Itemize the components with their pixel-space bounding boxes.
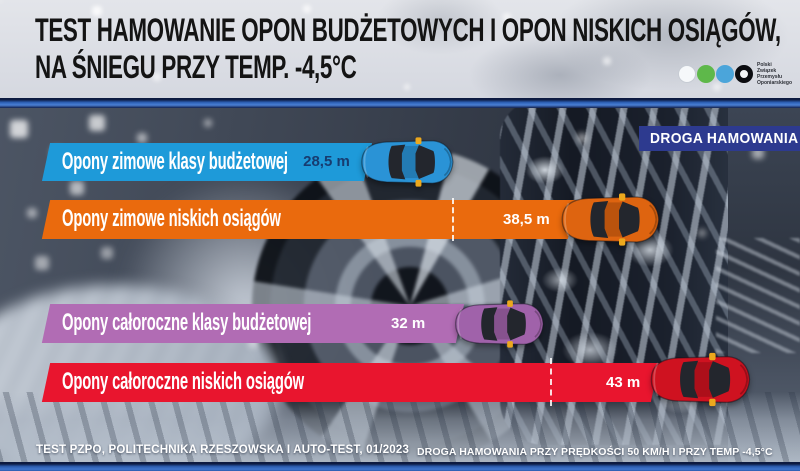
car-icon-orange — [556, 192, 664, 247]
footer-condition-text: DROGA HAMOWANIA PRZY PRĘDKOŚCI 50 KM/H I… — [417, 446, 773, 458]
bar-value: 43 m — [605, 373, 641, 391]
logo-text-line: Przemysłu — [757, 74, 783, 80]
bar-winter-low-performance: Opony zimowe niskich osiągów 38,5 m — [41, 200, 577, 239]
title-line-2: NA ŚNIEGU PRZY TEMP. -4,5°C — [35, 49, 357, 86]
snowflake-dots — [0, 0, 2, 2]
bar-allseason-low-performance: Opony całoroczne niskich osiągów 43 m — [41, 363, 660, 402]
distance-marker-dashed-line — [550, 358, 552, 406]
bar-label: Opony całoroczne klasy budżetowej — [62, 309, 312, 337]
bar-value: 28,5 m — [303, 153, 351, 170]
logo-circle-white-icon — [678, 65, 696, 83]
footer-source-text: TEST PZPO, POLITECHNIKA RZESZOWSKA I AUT… — [36, 444, 410, 456]
bar-label: Opony całoroczne niskich osiągów — [62, 368, 304, 396]
background-snow-tracks — [716, 238, 800, 353]
page-title: TEST HAMOWANIE OPON BUDŻETOWYCH I OPON N… — [35, 12, 800, 87]
legend-badge-droga-hamowania: DROGA HAMOWANIA — [639, 126, 800, 151]
logo-text-line: Oponiarskiego — [757, 80, 793, 86]
logo-circle-green-icon — [697, 65, 715, 83]
bar-label: Opony zimowe niskich osiągów — [62, 205, 281, 233]
distance-marker-dashed-line — [452, 198, 454, 241]
bar-value: 38,5 m — [503, 210, 551, 228]
bar-winter-budget: Opony zimowe klasy budżetowej 28,5 m — [41, 143, 373, 181]
blue-divider-strip-bottom — [0, 462, 800, 471]
bar-value: 32 m — [390, 314, 426, 332]
car-icon-purple — [450, 299, 548, 349]
logo-circle-black-icon — [735, 65, 753, 83]
background-snow-ground — [0, 392, 800, 471]
logo-text: Polski Związek Przemysłu Oponiarskiego — [757, 62, 792, 86]
logo-text-line: Polski — [757, 62, 772, 68]
car-icon-blue — [356, 136, 458, 188]
bar-allseason-budget: Opony całoroczne klasy budżetowej 32 m — [41, 304, 465, 343]
blue-divider-strip-top — [0, 98, 800, 108]
bar-label: Opony zimowe klasy budżetowej — [62, 147, 288, 175]
logo-circle-blue-icon — [716, 65, 734, 83]
car-icon-red — [643, 352, 757, 407]
title-line-1: TEST HAMOWANIE OPON BUDŻETOWYCH I OPON N… — [35, 12, 781, 48]
logo-text-line: Związek — [757, 68, 777, 74]
header: TEST HAMOWANIE OPON BUDŻETOWYCH I OPON N… — [0, 0, 800, 98]
pzpo-logo: Polski Związek Przemysłu Oponiarskiego — [678, 62, 792, 86]
